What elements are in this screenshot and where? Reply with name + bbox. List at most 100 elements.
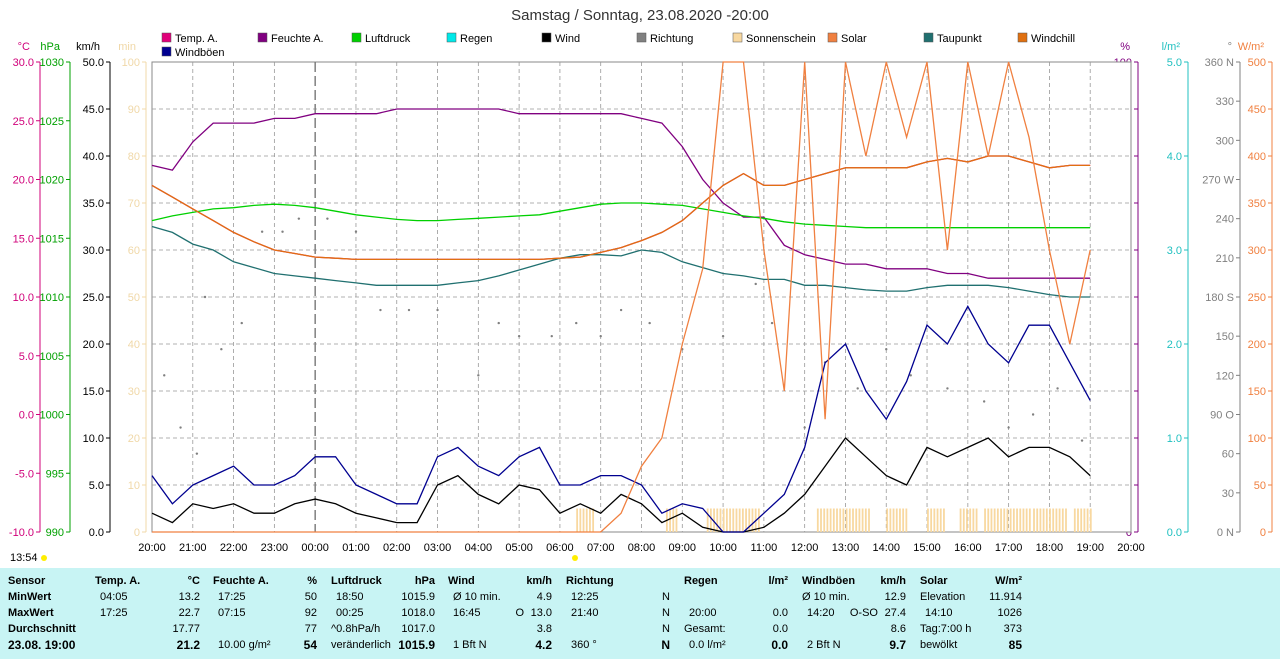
wind-avg: 3.8 [536, 623, 552, 635]
x-tick-label: 18:00 [1036, 542, 1064, 554]
axis-tick-label: 60 [128, 245, 140, 257]
solar-max-time: 14:10 [925, 607, 953, 619]
axis-unit: l/m² [1162, 41, 1181, 53]
axis-tick-label: 995 [46, 468, 64, 480]
solar-column: Solar W/m² Elevation 11.914 14:10 1026 T… [920, 568, 1022, 659]
x-tick-label: 03:00 [424, 542, 452, 554]
axis-unit: hPa [40, 41, 60, 53]
x-tick-label: 10:00 [709, 542, 737, 554]
series-line [151, 225, 1091, 298]
sunshine-bar [984, 508, 986, 532]
legend-label: Feuchte A. [271, 33, 324, 45]
direction-dot [354, 230, 358, 233]
grid [151, 61, 1132, 533]
direction-dot [856, 387, 859, 390]
direction-dot [281, 230, 284, 233]
legend-swatch [446, 32, 457, 43]
temp-header: Temp. A. [95, 575, 141, 587]
axis-tick-label: 1025 [40, 116, 64, 128]
direction-dot [885, 348, 888, 351]
row-label-avg: Durchschnitt [8, 623, 76, 635]
temp-max-time: 17:25 [100, 607, 128, 619]
legend-swatch [1017, 32, 1028, 43]
sunshine-bar [855, 508, 858, 532]
axis-tick-label: 5.0 [89, 480, 104, 492]
axis-tick-label: 25.0 [83, 292, 104, 304]
axis-tick-label: 20.0 [83, 339, 104, 351]
solar-day: 373 [1003, 623, 1022, 635]
axis-tick-label: 3.0 [1167, 245, 1182, 257]
axis-tick-label: 330 [1216, 96, 1234, 108]
series-line [151, 108, 1091, 279]
direction-dot [754, 282, 757, 286]
legend-label: Solar [841, 33, 867, 45]
sunshine-bar [1089, 508, 1092, 532]
dir-min-time: 12:25 [571, 591, 599, 603]
direction-dot [946, 387, 949, 390]
axis-tick-label: 10.0 [83, 433, 104, 445]
axis-tick-label: 0.0 [89, 527, 104, 539]
dir-current: N [661, 638, 670, 652]
x-tick-label: 05:00 [505, 542, 533, 554]
axis-tick-label: 400 [1248, 151, 1266, 163]
axis-tick-label: 2.0 [1167, 339, 1182, 351]
axis-tick-label: 0.0 [1167, 527, 1182, 539]
dir-avg: N [662, 623, 670, 635]
axis-tick-label: 300 [1248, 245, 1266, 257]
axis-tick-label: 1.0 [1167, 433, 1182, 445]
dir-header: Richtung [566, 575, 614, 587]
dir-degrees: 360 ° [571, 639, 597, 651]
x-tick-label: 21:00 [179, 542, 207, 554]
sunshine-bar [1022, 508, 1025, 532]
x-tick-label: 11:00 [751, 542, 778, 554]
row-labels-column: Sensor MinWert MaxWert Durchschnitt 23.0… [8, 568, 88, 659]
press-state: veränderlich [331, 639, 391, 651]
press-min: 1015.9 [401, 591, 435, 603]
sunshine-bar [933, 508, 936, 532]
sunshine-bar [886, 508, 889, 532]
x-tick-label: 17:00 [995, 542, 1023, 554]
solar-day-label: Tag:7:00 h [920, 623, 972, 635]
hum-min: 50 [304, 591, 317, 603]
sunshine-bar [861, 508, 864, 532]
sunshine-bar [993, 508, 996, 532]
series-line [151, 155, 1091, 261]
axis-tick-label: 10.0 [13, 292, 34, 304]
gust-avg: 8.6 [890, 623, 906, 635]
rain-unit: l/m² [768, 575, 788, 587]
legend-label: Temp. A. [175, 33, 218, 45]
hum-max-time: 07:15 [218, 607, 246, 619]
axis-tick-label: 0 [1126, 527, 1132, 539]
gust-max: 27.4 [884, 607, 906, 619]
axis-tick-label: 300 [1216, 135, 1234, 147]
axis-unit: min [118, 41, 136, 53]
sunrise-marker [572, 555, 578, 561]
gust-unit: km/h [880, 575, 906, 587]
sunshine-bar [1019, 508, 1022, 532]
sunshine-bar [1003, 508, 1006, 532]
wind-column: Wind km/h Ø 10 min. 4.9 16:45 O 13.0 3.8… [448, 568, 552, 659]
axis-tick-label: 200 [1248, 339, 1266, 351]
gust-max-dir: O-SO [849, 607, 878, 619]
temp-current: 21.2 [176, 638, 200, 652]
sunshine-bar [748, 508, 751, 532]
sunshine-bar [1033, 508, 1035, 532]
sunshine-bar [719, 508, 722, 532]
row-label-min: MinWert [8, 591, 52, 603]
sunshine-bar [820, 508, 822, 532]
humidity-column: Feuchte A. % 17:25 50 07:15 92 77 10.00 … [213, 568, 317, 659]
press-header: Luftdruck [331, 575, 382, 587]
press-trend: ^0.8hPa/h [331, 623, 381, 635]
sunshine-bar [899, 508, 901, 532]
sunshine-bar [1065, 508, 1067, 532]
wind-min: 4.9 [536, 591, 552, 603]
axis-tick-label: 90 O [1210, 410, 1234, 422]
sunshine-bar [848, 508, 851, 532]
sunshine-bar [895, 508, 898, 532]
sunshine-bar [823, 508, 826, 532]
sunshine-bar [1028, 508, 1031, 532]
stats-table: Sensor MinWert MaxWert Durchschnitt 23.0… [0, 568, 1280, 659]
rain-max: 0.0 [772, 607, 788, 619]
axis-tick-label: 30.0 [13, 57, 34, 69]
axis-tick-label: 1020 [40, 175, 64, 187]
